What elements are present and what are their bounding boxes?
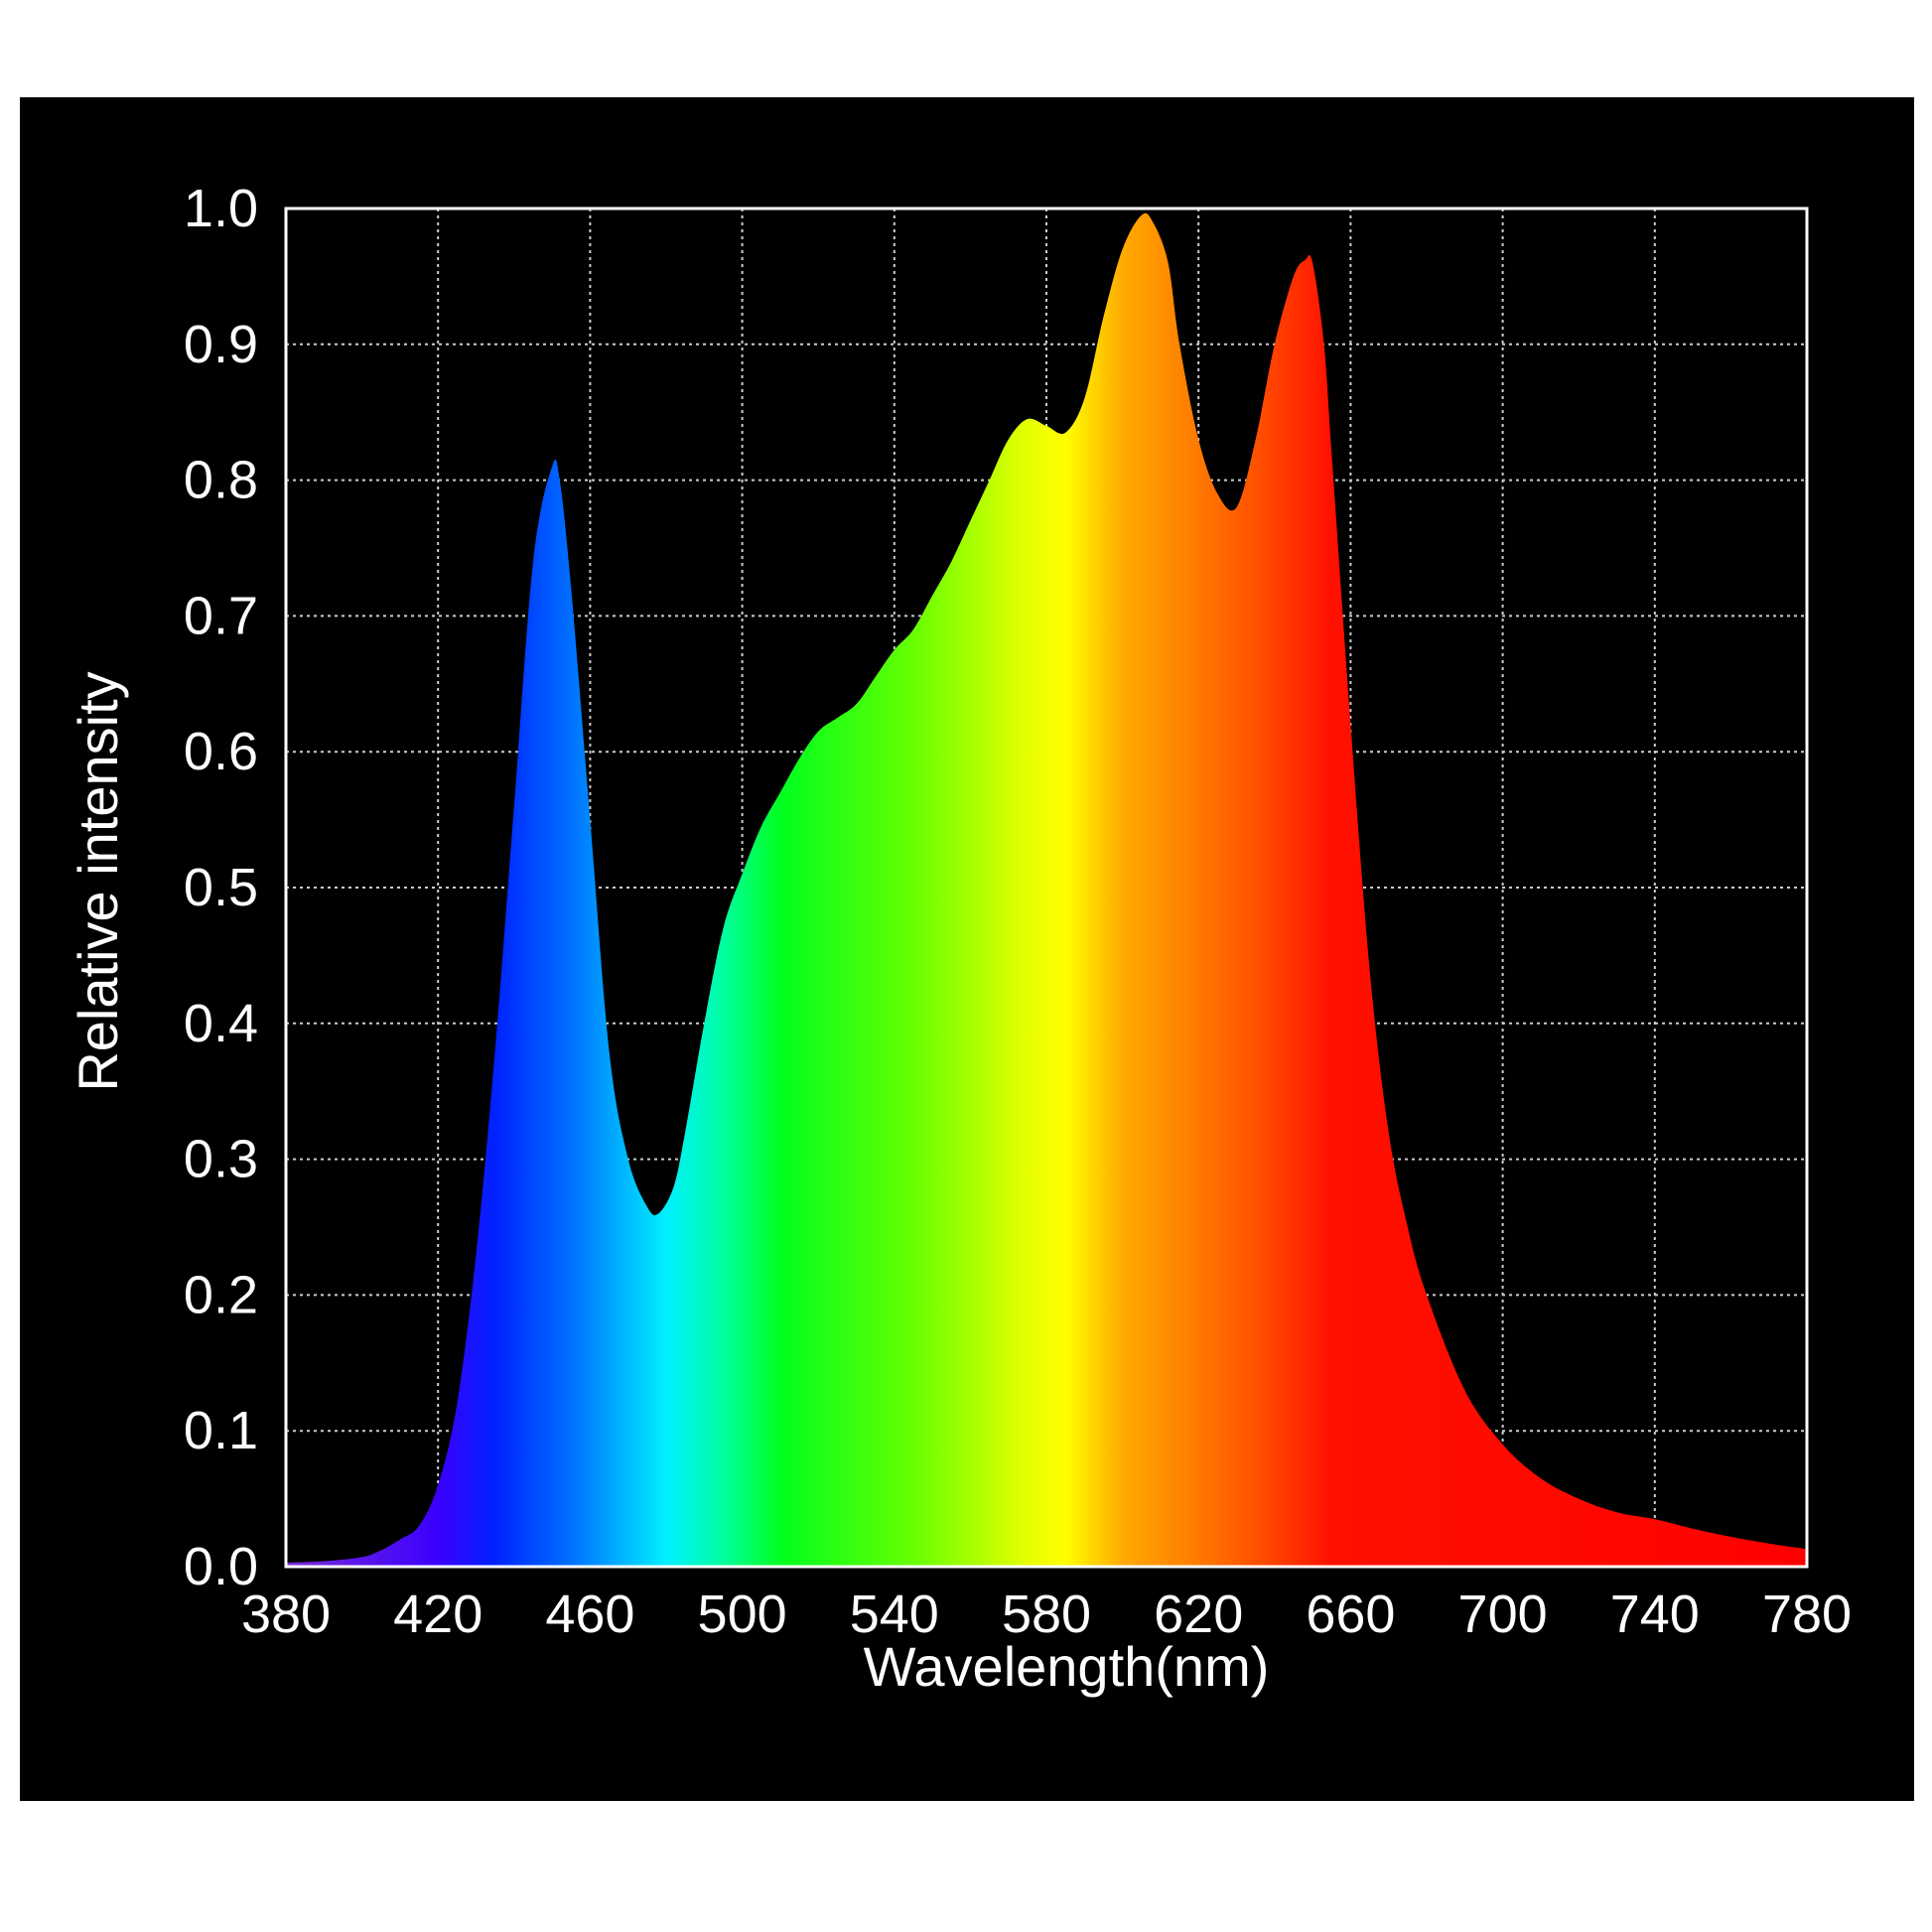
y-tick-label: 0.4 [184,994,258,1053]
x-tick-label: 660 [1306,1585,1395,1644]
plot-frame [284,207,1809,1569]
y-tick-label: 1.0 [184,179,258,238]
y-tick-label: 0.9 [184,315,258,374]
x-tick-label: 460 [545,1585,634,1644]
y-tick-label: 0.2 [184,1265,258,1324]
x-tick-label: 580 [1002,1585,1091,1644]
x-axis-label: Wavelength(nm) [864,1635,1270,1698]
chart-panel: 0.0 0.1 0.2 0.3 0.4 0.5 0.6 0.7 0.8 0.9 1.0 380 420… [20,97,1914,1801]
y-tick-labels: 0.0 0.1 0.2 0.3 0.4 0.5 0.6 0.7 0.8 0.9 1.0 [184,179,258,1596]
y-tick-label: 0.1 [184,1401,258,1460]
plot-border [284,207,1809,1569]
x-tick-label: 540 [850,1585,939,1644]
x-tick-labels: 380 420 460 500 540 580 620 660 700 740 780 [241,1585,1852,1644]
y-tick-label: 0.0 [184,1537,258,1596]
y-axis-label: Relative intensity [67,671,129,1091]
spectrum-area [286,212,1807,1567]
x-tick-label: 700 [1458,1585,1548,1644]
x-tick-label: 380 [241,1585,331,1644]
x-tick-label: 420 [393,1585,483,1644]
x-tick-label: 620 [1154,1585,1243,1644]
x-tick-label: 500 [698,1585,787,1644]
y-tick-label: 0.7 [184,586,258,645]
y-tick-label: 0.8 [184,451,258,510]
x-tick-label: 780 [1762,1585,1852,1644]
y-tick-label: 0.6 [184,722,258,781]
y-tick-label: 0.3 [184,1130,258,1189]
plot-area [286,212,1807,1567]
x-tick-label: 740 [1610,1585,1700,1644]
y-tick-label: 0.5 [184,858,258,917]
spectrum-chart: 0.0 0.1 0.2 0.3 0.4 0.5 0.6 0.7 0.8 0.9 1.0 380 420… [67,179,1852,1698]
